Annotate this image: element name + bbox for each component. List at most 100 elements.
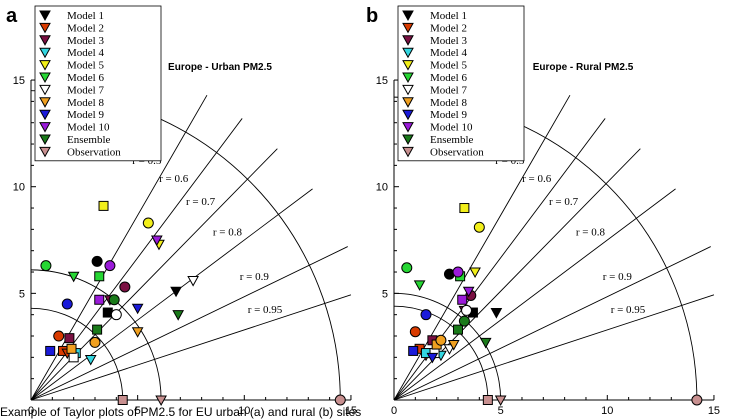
- legend-marker: [402, 10, 414, 22]
- data-point: [94, 271, 105, 282]
- data-point: [64, 333, 75, 344]
- legend-marker: [39, 10, 51, 22]
- data-point: [420, 309, 432, 321]
- data-point: [447, 340, 460, 351]
- legend-marker: [39, 97, 51, 108]
- y-tick-label: 5: [382, 288, 388, 300]
- y-tick-label: 10: [376, 182, 388, 194]
- legend-entry-label: Model 9: [430, 109, 467, 121]
- legend-entry-label: Model 3: [67, 35, 104, 47]
- x-tick-label: 5: [498, 405, 504, 417]
- legend-marker: [39, 60, 51, 71]
- data-point: [408, 345, 419, 356]
- observation-point: [155, 395, 167, 407]
- x-tick-label: 10: [238, 405, 250, 417]
- data-point: [40, 260, 52, 272]
- std-dev-arc: [30, 307, 124, 401]
- observation-point: [482, 395, 493, 405]
- legend-marker: [402, 146, 414, 158]
- data-point: [119, 281, 131, 293]
- y-tick-label: 15: [13, 75, 25, 87]
- legend-entry-label: Model 8: [430, 97, 467, 109]
- correlation-line: [30, 188, 313, 401]
- correlation-label: r = 0.95: [248, 304, 283, 316]
- legend-marker: [402, 72, 414, 84]
- std-dev-arc: [393, 292, 502, 401]
- legend-entry-label: Model 1: [67, 10, 104, 22]
- panel-letter: b: [366, 5, 378, 27]
- legend-marker: [402, 109, 414, 121]
- correlation-line: [30, 294, 352, 401]
- correlation-label: r = 0.7: [186, 196, 216, 208]
- correlation-label: r = 0.8: [213, 227, 243, 239]
- x-tick-label: 0: [391, 405, 397, 417]
- panel-title: Europe - Rural PM2.5: [533, 62, 634, 73]
- legend-marker: [39, 22, 51, 34]
- x-tick-label: 0: [28, 405, 34, 417]
- data-point: [94, 294, 105, 305]
- data-point: [104, 260, 116, 272]
- correlation-label: r = 0.6: [522, 173, 552, 185]
- legend-marker: [402, 84, 414, 96]
- legend-marker: [39, 47, 51, 59]
- legend-box: [34, 5, 162, 162]
- data-point: [84, 354, 97, 366]
- legend-entry-label: Model 3: [430, 35, 467, 47]
- legend-marker: [402, 97, 414, 108]
- data-point: [413, 280, 426, 291]
- panel-title: Europe - Urban PM2.5: [168, 62, 272, 73]
- legend-entry-label: Model 6: [67, 72, 104, 84]
- data-point: [401, 262, 413, 274]
- data-point: [67, 271, 80, 283]
- data-point: [469, 267, 481, 279]
- x-tick-label: 15: [708, 405, 720, 417]
- x-tick-label: 10: [601, 405, 613, 417]
- legend-box: [397, 5, 525, 162]
- correlation-label: r = 0.6: [159, 173, 189, 185]
- data-point: [110, 309, 122, 321]
- legend-marker: [402, 22, 414, 34]
- legend-marker: [39, 146, 51, 158]
- y-tick-label: 5: [19, 288, 25, 300]
- data-point: [66, 343, 77, 354]
- data-point: [187, 276, 199, 287]
- data-point: [45, 345, 56, 356]
- correlation-line: [393, 294, 715, 401]
- data-point: [479, 337, 492, 349]
- legend-entry-label: Model 5: [67, 60, 104, 72]
- data-point: [426, 352, 439, 364]
- observation-point: [691, 394, 703, 406]
- y-tick-label: 15: [376, 75, 388, 87]
- legend-marker: [39, 72, 51, 84]
- legend-entry-label: Model 6: [430, 72, 467, 84]
- legend-entry-label: Model 2: [67, 22, 104, 34]
- legend-entry-label: Ensemble: [430, 134, 473, 146]
- legend-entry-label: Model 8: [67, 97, 104, 109]
- legend-entry-label: Model 4: [430, 47, 467, 59]
- correlation-line: [393, 188, 676, 401]
- x-tick-label: 15: [345, 405, 357, 417]
- data-point: [409, 326, 421, 338]
- legend-marker: [402, 47, 414, 59]
- correlation-label: r = 0.9: [603, 271, 633, 283]
- legend-marker: [39, 122, 51, 133]
- data-point: [457, 294, 468, 305]
- data-point: [92, 324, 103, 335]
- observation-point: [117, 395, 128, 405]
- data-point: [452, 324, 463, 335]
- legend-entry-label: Model 5: [430, 60, 467, 72]
- legend-marker: [402, 35, 414, 46]
- legend-entry-label: Model 7: [430, 84, 467, 96]
- legend-marker: [39, 109, 51, 121]
- legend-entry-label: Observation: [67, 146, 121, 158]
- data-point: [170, 286, 182, 298]
- legend-entry-label: Model 7: [67, 84, 104, 96]
- legend-marker: [39, 84, 51, 96]
- data-point: [108, 294, 120, 306]
- observation-point: [494, 395, 507, 407]
- y-tick-label: 10: [13, 182, 25, 194]
- observation-point: [334, 394, 346, 406]
